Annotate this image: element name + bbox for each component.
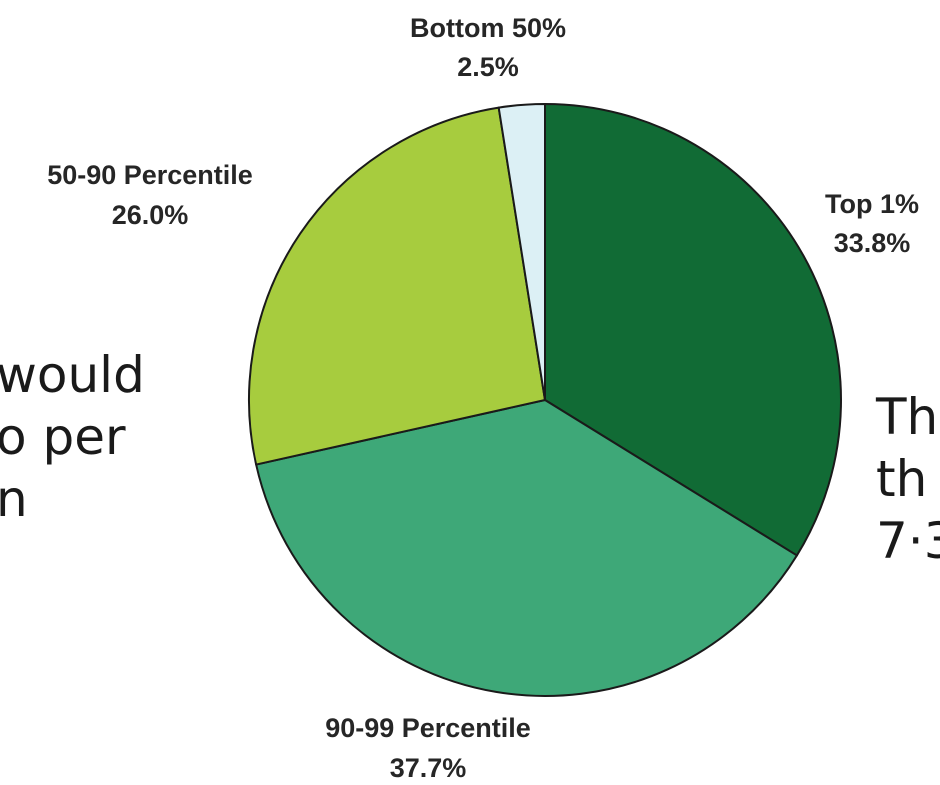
right-text-line: th bbox=[876, 450, 928, 508]
slice-value-label: 26.0% bbox=[112, 200, 189, 230]
pie-slice-bottom-50 bbox=[497, 103, 546, 401]
pie-slice-50-90-percentile bbox=[248, 106, 546, 466]
slice-category-label: 90-99 Percentile bbox=[325, 713, 531, 743]
right-text-line: Th bbox=[876, 388, 939, 446]
left-text-line: would bbox=[0, 346, 145, 404]
slice-category-label: Top 1% bbox=[825, 189, 919, 219]
pie-slice-top-1 bbox=[544, 103, 842, 557]
right-text-line: 7·3 bbox=[876, 512, 940, 570]
slice-value-label: 2.5% bbox=[457, 52, 519, 82]
pie-labels: Top 1% 33.8% 90-99 Percentile 37.7% 50-90 Pe… bbox=[47, 13, 919, 783]
slice-category-label: 50-90 Percentile bbox=[47, 160, 253, 190]
left-text-line: o per bbox=[0, 408, 126, 466]
left-body-text: would o per n bbox=[0, 344, 145, 530]
right-body-text: Th th 7·3 bbox=[876, 386, 940, 572]
pie-slices bbox=[248, 103, 842, 697]
left-text-line: n bbox=[0, 470, 28, 528]
slice-value-label: 33.8% bbox=[834, 228, 911, 258]
slice-category-label: Bottom 50% bbox=[410, 13, 566, 43]
pie-slice-90-99-percentile bbox=[255, 399, 798, 697]
slice-value-label: 37.7% bbox=[390, 753, 467, 783]
